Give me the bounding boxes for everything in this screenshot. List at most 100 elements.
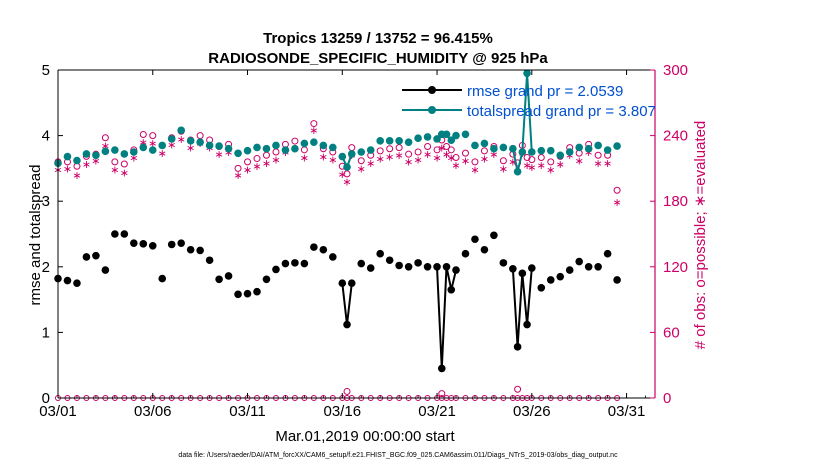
rmse-point [523,320,531,329]
rmse-point [347,279,356,288]
obs-evaluated-marker: ∗ [233,170,242,182]
rmse-point [63,276,72,285]
totalspread-point [447,136,456,144]
rmse-point [158,274,167,283]
rmse-point [329,253,337,261]
obs-possible-marker [594,151,602,159]
rmse-line [341,266,533,369]
totalspread-point [565,148,574,156]
obs-possible-marker [101,134,109,142]
obs-evaluated-marker: ∗ [357,163,366,175]
obs-possible-marker [461,149,469,157]
totalspread-point [130,148,138,156]
legend-label-rmse: rmse grand pr = 2.0539 [467,83,623,100]
totalspread-point [461,130,470,139]
totalspread-point [120,150,129,158]
totalspread-point [262,144,271,153]
totalspread-point [603,146,612,154]
rmse-point [594,263,602,271]
obs-possible-marker [405,150,413,158]
totalspread-point [594,141,602,150]
obs-evaluated-marker: ∗ [437,143,446,155]
rmse-point [442,263,451,271]
totalspread-point [215,142,223,150]
obs-evaluated-marker: ∗ [489,149,498,161]
totalspread-point [319,141,328,150]
legend-marker-totalspread [428,106,436,114]
obs-evaluated-marker: ∗ [556,159,565,171]
obs-evaluated-marker: ∗ [470,164,479,176]
totalspread-point [433,135,441,143]
totalspread-point [148,146,157,154]
totalspread-point [357,148,366,156]
obs-evaluated-marker: ∗ [338,169,347,181]
totalspread-point [343,163,351,171]
obs-evaluated-marker: ∗ [158,148,167,160]
obs-evaluated-marker: ∗ [252,161,261,173]
obs-evaluated-marker: ∗ [575,156,584,168]
totalspread-point [395,137,403,145]
obs-evaluated-marker: ∗ [120,168,129,180]
obs-evaluated-marker: ∗ [565,150,574,162]
totalspread-point [480,139,489,148]
rmse-point [461,249,470,258]
obs-possible-marker [120,160,128,168]
obs-evaluated-marker: ∗ [342,176,351,188]
legend-marker-rmse [428,86,436,94]
obs-evaluated-marker: ∗ [366,158,375,170]
obs-evaluated-marker: ∗ [499,163,508,175]
obs-evaluated-marker: ∗ [395,150,404,162]
y-left-tick-label: 0 [42,390,50,407]
rmse-point [480,245,489,254]
obs-evaluated-marker: ∗ [63,163,72,175]
obs-possible-marker [471,158,479,166]
totalspread-point [471,141,479,150]
totalspread-point [92,151,100,160]
y-left-tick-label: 4 [42,128,50,145]
totalspread-point [253,143,261,152]
rmse-point [528,264,536,272]
rmse-point [177,239,185,247]
x-tick-label: 03/11 [229,403,265,420]
obs-evaluated-marker: ∗ [309,125,318,137]
rmse-point [196,246,204,255]
obs-possible-marker [111,158,119,166]
x-tick-label: 03/06 [134,403,172,420]
totalspread-point [158,141,167,150]
rmse-point [447,285,456,294]
rmse-point [537,283,546,292]
totalspread-point [613,142,621,150]
chart-title: Tropics 13259 / 13752 = 96.415% [263,30,493,47]
y-left-tick-label: 1 [42,324,50,341]
obs-small-count-marker [438,390,446,398]
obs-evaluated-marker: ∗ [546,164,555,176]
totalspread-point [196,138,204,146]
rmse-point [215,275,223,284]
rmse-point [423,263,432,271]
obs-evaluated-marker: ∗ [527,162,536,174]
rmse-point [518,269,527,278]
totalspread-point [499,143,508,152]
obs-possible-marker [480,147,488,155]
rmse-point [452,266,460,274]
rmse-point [130,239,138,247]
totalspread-point [101,147,110,156]
totalspread-point [513,167,522,176]
x-axis-label: Mar.01,2019 00:00:00 start [275,428,455,445]
obs-evaluated-marker: ∗ [612,197,621,209]
x-tick-label: 03/01 [39,403,77,420]
rmse-point [224,272,233,280]
chart-subtitle: RADIOSONDE_SPECIFIC_HUMIDITY @ 925 hPa [208,50,548,67]
totalspread-point [186,137,195,145]
totalspread-point [310,138,318,146]
obs-small-count-marker [343,387,351,395]
obs-evaluated-marker: ∗ [385,151,394,163]
obs-possible-marker [528,156,536,164]
obs-evaluated-marker: ∗ [139,137,148,149]
obs-evaluated-marker: ∗ [243,164,252,176]
x-tick-label: 03/31 [608,403,646,420]
obs-possible-marker [414,148,422,156]
rmse-point [120,230,129,238]
totalspread-point [205,141,214,150]
rmse-point [490,231,498,240]
